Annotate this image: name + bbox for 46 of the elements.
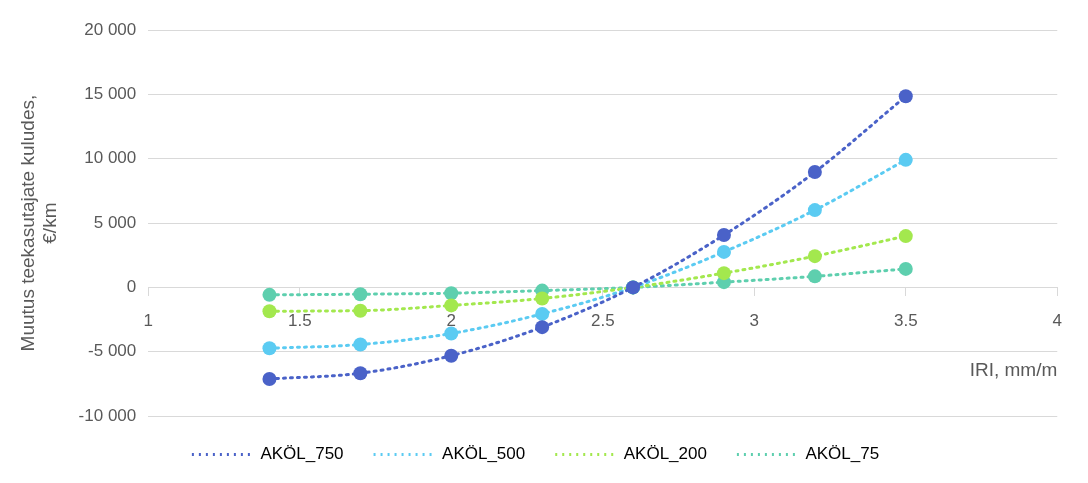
point <box>807 165 822 180</box>
x-tick-label: 4 <box>1052 311 1063 331</box>
y-tick-label: 15 000 <box>84 84 137 104</box>
x-tick-label: 1 <box>143 311 153 331</box>
legend-label: AKÖL_500 <box>442 444 526 464</box>
legend-label: AKÖL_200 <box>623 444 707 464</box>
y-tick-label: 20 000 <box>84 19 137 39</box>
y-tick-label: -5 000 <box>88 341 137 361</box>
point <box>898 89 913 104</box>
y-tick-label: -10 000 <box>78 405 137 425</box>
point <box>444 298 459 313</box>
point <box>444 348 459 363</box>
point <box>353 303 368 318</box>
point <box>807 269 822 284</box>
point <box>353 287 368 302</box>
point <box>898 229 913 244</box>
x-axis-title: IRI, mm/m <box>969 359 1058 381</box>
y-axis-title: Muutus teekasutajate kuludes, €/km <box>16 94 61 352</box>
point <box>898 261 913 276</box>
point <box>807 249 822 264</box>
legend-label: AKÖL_75 <box>805 444 880 464</box>
point <box>444 326 459 341</box>
point <box>807 203 822 218</box>
point <box>444 286 459 301</box>
point <box>535 320 550 335</box>
y-tick-label: 10 000 <box>84 148 137 168</box>
x-tick-label: 1.5 <box>287 311 312 331</box>
x-tick-label: 2.5 <box>590 311 615 331</box>
point <box>716 244 731 259</box>
point <box>262 341 277 356</box>
y-tick-label: 0 <box>126 277 137 297</box>
point <box>262 287 277 302</box>
point <box>262 304 277 319</box>
point <box>535 291 550 306</box>
legend-label: AKÖL_750 <box>260 444 344 464</box>
point <box>535 306 550 321</box>
point <box>353 337 368 352</box>
point <box>716 266 731 281</box>
y-tick-label: 5 000 <box>93 212 137 232</box>
point <box>898 152 913 167</box>
point <box>353 366 368 381</box>
point <box>716 228 731 243</box>
x-tick-label: 3.5 <box>893 311 918 331</box>
x-tick-label: 3 <box>749 311 759 331</box>
point <box>262 371 277 386</box>
x-tick-label: 2 <box>446 311 456 331</box>
